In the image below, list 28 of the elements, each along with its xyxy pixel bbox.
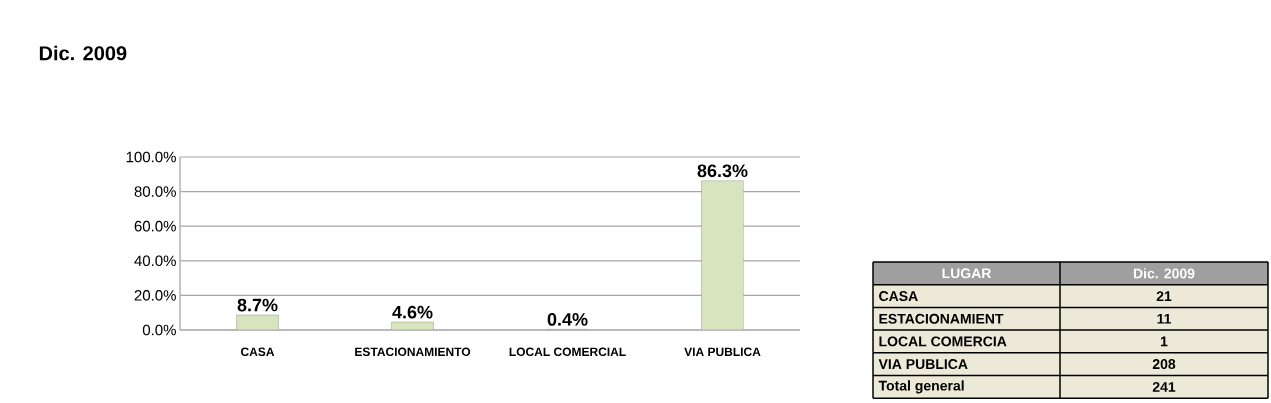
data-label: 11 (1157, 313, 1172, 324)
data-label: 208 (1152, 359, 1176, 370)
y-tick-label: 20.0% (134, 290, 176, 301)
text: LUGAR (942, 268, 992, 279)
text: Dic. 2009 (1133, 268, 1195, 279)
data-label: 86.3% (697, 164, 748, 178)
data-label: 241 (1152, 381, 1176, 392)
bar (701, 180, 744, 330)
data-label: 0.4% (547, 313, 588, 326)
data-label: 8.7% (237, 298, 278, 312)
data-label: 1 (1160, 336, 1168, 347)
x-tick-label: ESTACIONAMIENTO (355, 347, 471, 357)
y-tick-label: 100.0% (126, 151, 176, 163)
category-label: LOCAL COMERCIA (879, 336, 1007, 347)
y-tick-label: 60.0% (134, 220, 176, 232)
y-tick-label: 80.0% (134, 186, 176, 197)
x-tick-label: CASA (241, 347, 275, 357)
category-label: VIA PUBLICA (878, 359, 968, 370)
data-label: 4.6% (392, 305, 433, 319)
category-label: Total general (878, 380, 964, 394)
y-tick-label: 40.0% (134, 255, 176, 267)
category-label: ESTACIONAMIENT (879, 313, 1004, 324)
x-tick-label: VIA PUBLICA (684, 347, 761, 357)
category-label: CASA (879, 291, 918, 302)
data-label: 21 (1156, 291, 1172, 301)
x-tick-label: LOCAL COMERCIAL (509, 347, 626, 357)
chart-title: Dic. 2009 (39, 45, 127, 61)
y-tick-label: 0.0% (142, 324, 176, 336)
